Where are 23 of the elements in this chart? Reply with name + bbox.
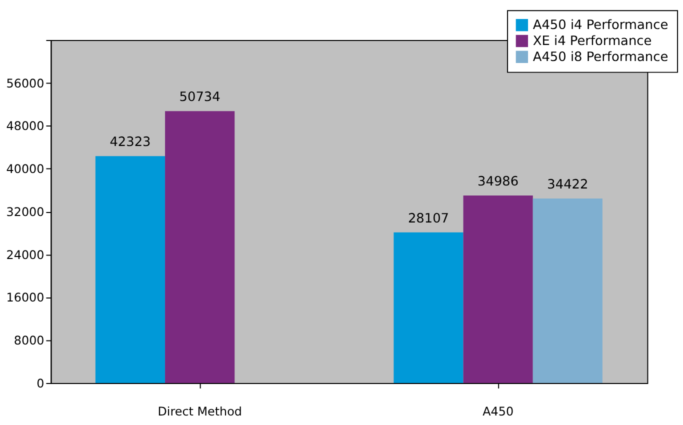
bar xyxy=(95,156,166,383)
bar xyxy=(532,198,602,383)
y-tick-label: 32000 xyxy=(6,204,44,219)
data-label: 42323 xyxy=(110,135,151,150)
y-tick-label: 24000 xyxy=(6,248,44,262)
data-label: 28107 xyxy=(408,211,450,226)
data-label: 34986 xyxy=(478,174,519,190)
y-tick-label: 8000 xyxy=(14,334,44,348)
y-tick-label: 0 xyxy=(36,376,44,390)
x-tick-label: Direct Method xyxy=(158,404,242,418)
legend-label: A450 i4 Performance xyxy=(532,18,668,34)
y-tick-label: 48000 xyxy=(6,119,44,134)
data-label: 50734 xyxy=(179,90,220,106)
data-label: 34422 xyxy=(547,178,588,193)
legend-label: A450 i8 Performance xyxy=(532,50,668,65)
bar xyxy=(463,195,533,383)
y-tick-label: 16000 xyxy=(6,290,44,305)
bar xyxy=(165,111,235,383)
y-tick-label: 56000 xyxy=(6,76,44,90)
bar xyxy=(394,232,464,383)
x-tick-label: A450 xyxy=(482,404,514,418)
legend-label: XE i4 Performance xyxy=(532,34,652,49)
y-tick-label: 40000 xyxy=(6,162,44,176)
